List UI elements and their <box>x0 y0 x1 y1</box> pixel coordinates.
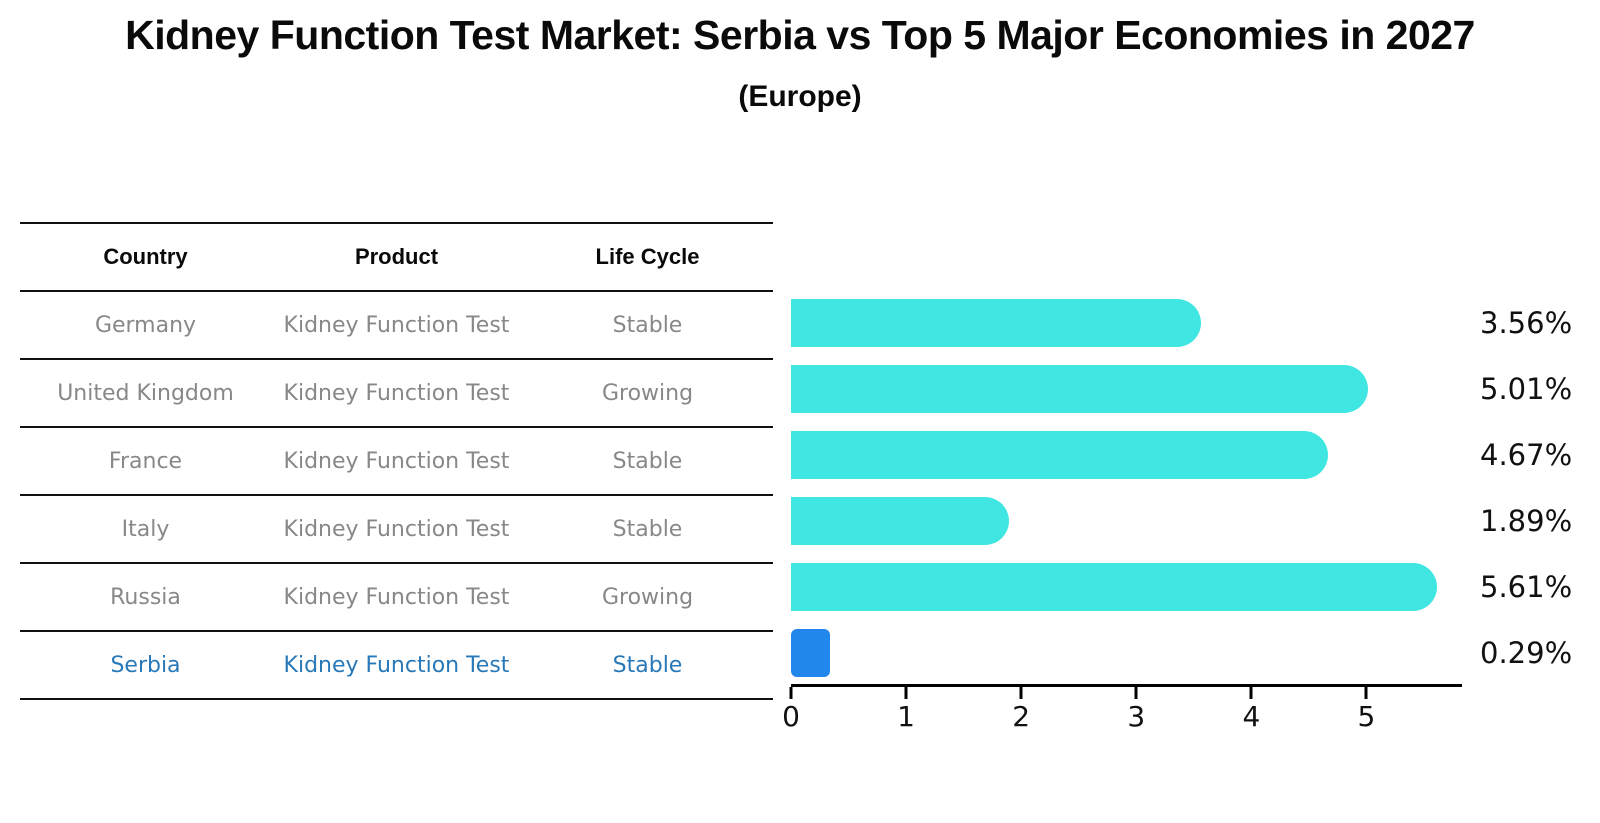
x-tick-mark-5 <box>1364 687 1368 699</box>
bar-row-united-kingdom <box>791 356 1462 422</box>
table-header-life-cycle: Life Cycle <box>595 244 700 269</box>
x-tick-mark-4 <box>1249 687 1253 699</box>
cell-country: Italy <box>121 516 170 542</box>
table-row-germany: Germany Kidney Function Test Stable <box>20 292 773 360</box>
x-tick-mark-0 <box>789 687 793 699</box>
cell-product: Kidney Function Test <box>283 312 510 338</box>
cell-product: Kidney Function Test <box>283 516 510 542</box>
value-label-italy: 1.89% <box>1480 504 1573 538</box>
cell-country: United Kingdom <box>57 380 234 406</box>
table-body: Germany Kidney Function Test Stable United … <box>20 292 773 700</box>
table-header-product: Product <box>354 244 439 269</box>
table-row-france: France Kidney Function Test Stable <box>20 428 773 496</box>
bar-row-germany <box>791 290 1462 356</box>
cell-country: Russia <box>110 584 181 610</box>
cell-product: Kidney Function Test <box>283 584 510 610</box>
bar-chart-area: 0 1 2 3 4 5 <box>782 290 1462 733</box>
x-tick-mark-3 <box>1134 687 1138 699</box>
x-tick-label-1: 1 <box>897 700 915 733</box>
value-label-serbia: 0.29% <box>1480 636 1573 670</box>
cell-life-cycle: Stable <box>612 652 683 678</box>
x-tick-mark-1 <box>904 687 908 699</box>
cell-country: France <box>108 448 183 474</box>
bar-italy <box>791 497 1009 545</box>
x-tick-label-0: 0 <box>782 700 800 733</box>
table-row-serbia: Serbia Kidney Function Test Stable <box>20 632 773 700</box>
x-tick-label-3: 3 <box>1127 700 1146 733</box>
bar-row-serbia <box>791 620 1462 686</box>
bar-united-kingdom <box>791 365 1368 413</box>
value-label-germany: 3.56% <box>1480 306 1573 340</box>
country-table: Country Product Life Cycle Germany Kidney… <box>20 222 773 700</box>
cell-life-cycle: Stable <box>612 312 683 338</box>
cell-product: Kidney Function Test <box>283 448 510 474</box>
table-row-united-kingdom: United Kingdom Kidney Function Test Growin… <box>20 360 773 428</box>
cell-life-cycle: Stable <box>612 448 683 474</box>
cell-country: Germany <box>94 312 197 338</box>
bars-container <box>791 290 1462 686</box>
cell-country: Serbia <box>110 652 181 678</box>
bar-germany <box>791 299 1201 347</box>
x-tick-label-4: 4 <box>1242 700 1261 733</box>
chart-subtitle: (Europe) <box>738 80 862 113</box>
bar-row-russia <box>791 554 1462 620</box>
bar-row-france <box>791 422 1462 488</box>
value-label-france: 4.67% <box>1480 438 1573 472</box>
cell-product: Kidney Function Test <box>283 380 510 406</box>
cell-life-cycle: Stable <box>612 516 683 542</box>
cell-product: Kidney Function Test <box>283 652 510 678</box>
value-labels-column: 3.56% 5.01% 4.67% 1.89% 5.61% 0.29% <box>1480 290 1600 686</box>
x-tick-label-2: 2 <box>1012 700 1031 733</box>
value-label-united-kingdom: 5.01% <box>1480 372 1573 406</box>
bar-france <box>791 431 1329 479</box>
table-header-country: Country <box>103 244 188 269</box>
x-axis-line <box>791 684 1462 687</box>
table-row-russia: Russia Kidney Function Test Growing <box>20 564 773 632</box>
bar-row-italy <box>791 488 1462 554</box>
table-header-row: Country Product Life Cycle <box>20 222 773 292</box>
cell-life-cycle: Growing <box>601 584 694 610</box>
chart-title: Kidney Function Test Market: Serbia vs T… <box>125 12 1475 58</box>
x-tick-label-5: 5 <box>1357 700 1376 733</box>
bar-serbia <box>791 629 831 677</box>
table-row-italy: Italy Kidney Function Test Stable <box>20 496 773 564</box>
bar-russia <box>791 563 1437 611</box>
x-tick-mark-2 <box>1019 687 1023 699</box>
value-label-russia: 5.61% <box>1480 570 1573 604</box>
cell-life-cycle: Growing <box>601 380 694 406</box>
